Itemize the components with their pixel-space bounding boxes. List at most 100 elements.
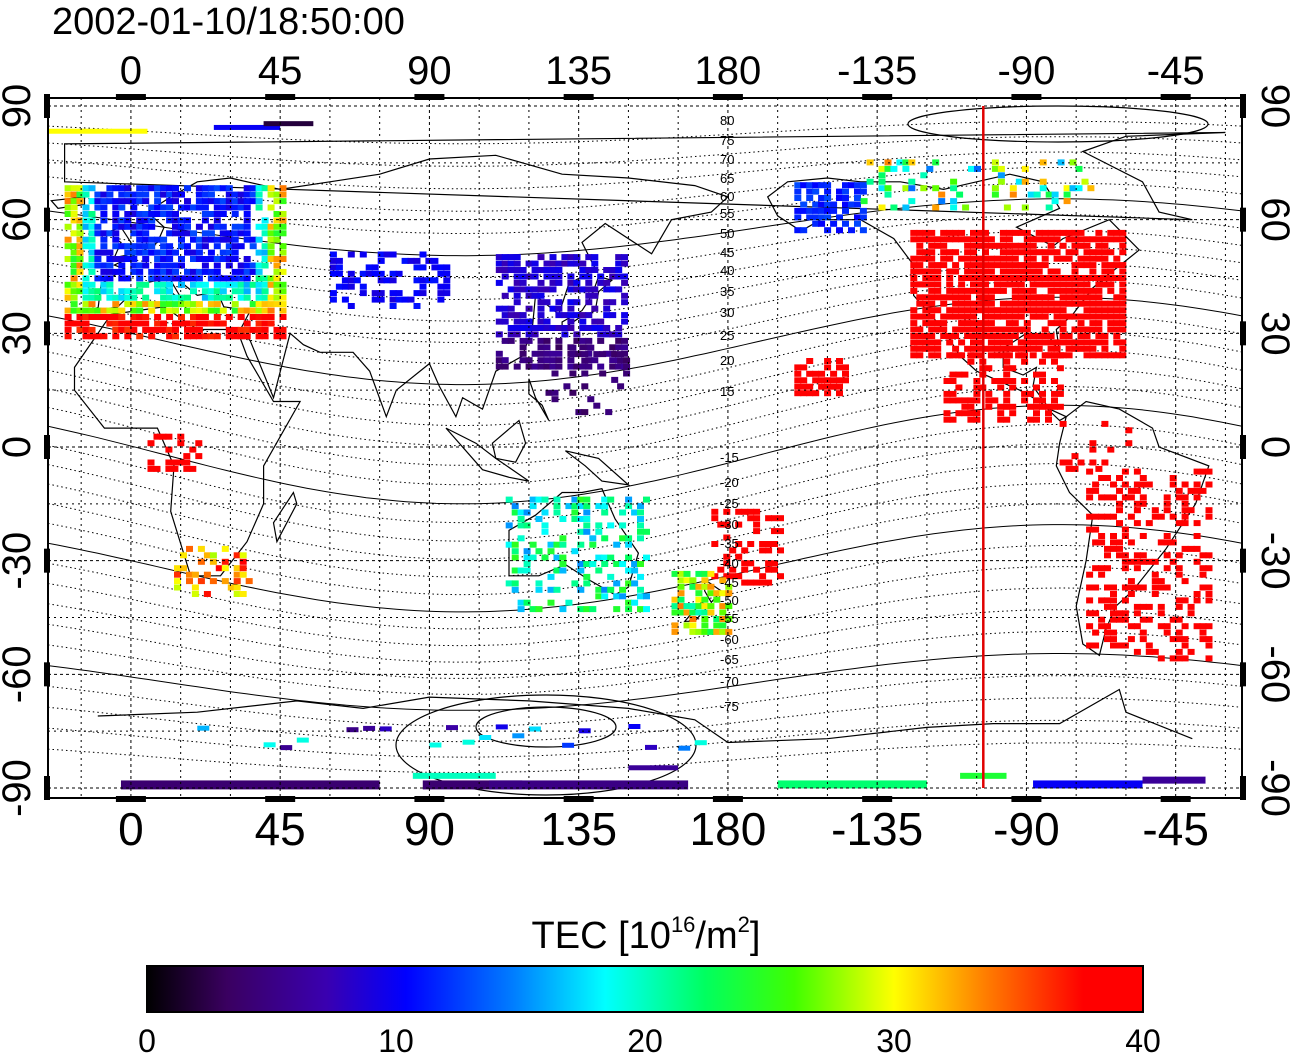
tec-cell xyxy=(359,290,367,297)
tec-cell xyxy=(1053,287,1061,294)
tec-cell xyxy=(543,260,551,267)
tec-cell xyxy=(166,307,174,314)
tec-cell xyxy=(1145,558,1153,565)
tec-cell xyxy=(1047,281,1055,288)
tec-cell xyxy=(529,554,537,561)
tec-cell xyxy=(76,230,84,237)
tec-cell xyxy=(519,318,527,325)
tec-cell xyxy=(237,281,245,288)
tec-cell xyxy=(1011,326,1019,333)
tec-cell xyxy=(201,320,209,327)
tec-cell xyxy=(249,301,257,308)
tec-cell xyxy=(112,198,120,205)
tec-cell xyxy=(1053,275,1061,281)
tec-cell xyxy=(910,352,918,359)
tec-cell xyxy=(1095,255,1103,262)
tec-cell xyxy=(273,236,281,243)
tec-cell xyxy=(1035,268,1043,275)
tec-cell xyxy=(1187,545,1195,552)
tec-cell xyxy=(225,230,233,237)
tec-cell xyxy=(806,370,814,377)
tec-cell xyxy=(1011,242,1019,249)
tec-cell xyxy=(549,260,557,267)
tec-cell xyxy=(1077,345,1085,352)
tec-cell xyxy=(1125,427,1133,434)
tec-cell xyxy=(213,211,221,217)
tec-cell xyxy=(82,217,90,224)
tec-cell xyxy=(1110,513,1117,520)
tec-cell xyxy=(946,268,954,275)
tec-cell xyxy=(976,300,983,307)
tec-cell xyxy=(267,249,275,256)
tec-cell xyxy=(1169,539,1177,546)
tec-cell xyxy=(922,249,930,256)
tec-cell xyxy=(711,515,719,522)
tec-cell xyxy=(982,307,989,314)
tec-cell xyxy=(836,188,843,195)
tec-cell xyxy=(1095,294,1103,301)
tec-cell xyxy=(136,185,144,192)
tec-cell xyxy=(88,294,96,301)
tec-cell xyxy=(1139,603,1147,610)
tec-cell xyxy=(1187,603,1195,610)
lat-label-left: 60 xyxy=(0,197,39,242)
tec-cell xyxy=(88,249,96,256)
tec-cell xyxy=(563,383,571,390)
tec-cell xyxy=(1065,459,1073,466)
tec-cell xyxy=(219,275,227,282)
tec-cell xyxy=(991,165,999,172)
tec-cell xyxy=(118,320,126,327)
tec-cell xyxy=(1009,365,1017,372)
tec-cell xyxy=(207,236,215,243)
tec-cell xyxy=(178,262,185,269)
tec-cell xyxy=(952,236,960,243)
tec-cell xyxy=(88,223,96,230)
tec-cell xyxy=(94,262,102,269)
tec-cell xyxy=(1193,520,1201,527)
tec-cell xyxy=(928,352,936,359)
tec-cell xyxy=(142,217,150,224)
lon-label-top: -90 xyxy=(998,49,1056,93)
tec-cell xyxy=(142,301,150,308)
tec-cell xyxy=(824,358,832,364)
tec-cell xyxy=(124,223,132,230)
tec-cell xyxy=(511,554,519,561)
tec-cell xyxy=(1193,558,1201,565)
tec-cell xyxy=(190,288,197,295)
tec-cell xyxy=(993,352,1001,359)
tec-cell xyxy=(543,299,551,306)
tec-cell xyxy=(836,364,843,371)
tec-cell xyxy=(729,566,737,573)
tec-cell xyxy=(395,290,403,297)
tec-cell xyxy=(695,590,703,597)
tec-cell xyxy=(231,249,239,256)
tec-cell xyxy=(531,325,539,331)
tec-cell xyxy=(940,229,948,236)
tec-cell xyxy=(261,326,269,333)
tec-cell xyxy=(916,255,924,262)
tec-cell xyxy=(519,350,527,357)
tec-cell xyxy=(623,364,631,370)
tec-cell xyxy=(118,217,126,224)
tec-cell xyxy=(1205,468,1213,475)
tec-cell xyxy=(987,236,995,243)
tec-cell xyxy=(753,508,761,515)
tec-cell xyxy=(1021,165,1029,172)
tec-cell xyxy=(1003,352,1011,359)
tec-cell xyxy=(577,606,585,613)
tec-cell xyxy=(419,277,427,284)
tec-cell xyxy=(982,229,989,236)
tec-cell xyxy=(517,606,525,613)
tec-cell xyxy=(512,733,525,739)
tec-cell xyxy=(1086,494,1094,501)
tec-cell xyxy=(76,268,84,275)
tec-cell xyxy=(195,453,203,460)
tec-cell xyxy=(154,288,162,295)
tec-cell xyxy=(219,307,227,314)
tec-cell xyxy=(347,303,355,309)
tec-cell xyxy=(555,267,563,273)
tec-cell xyxy=(231,243,239,250)
tec-cell xyxy=(329,251,337,258)
tec-cell xyxy=(203,552,211,559)
tec-cell xyxy=(991,185,999,192)
